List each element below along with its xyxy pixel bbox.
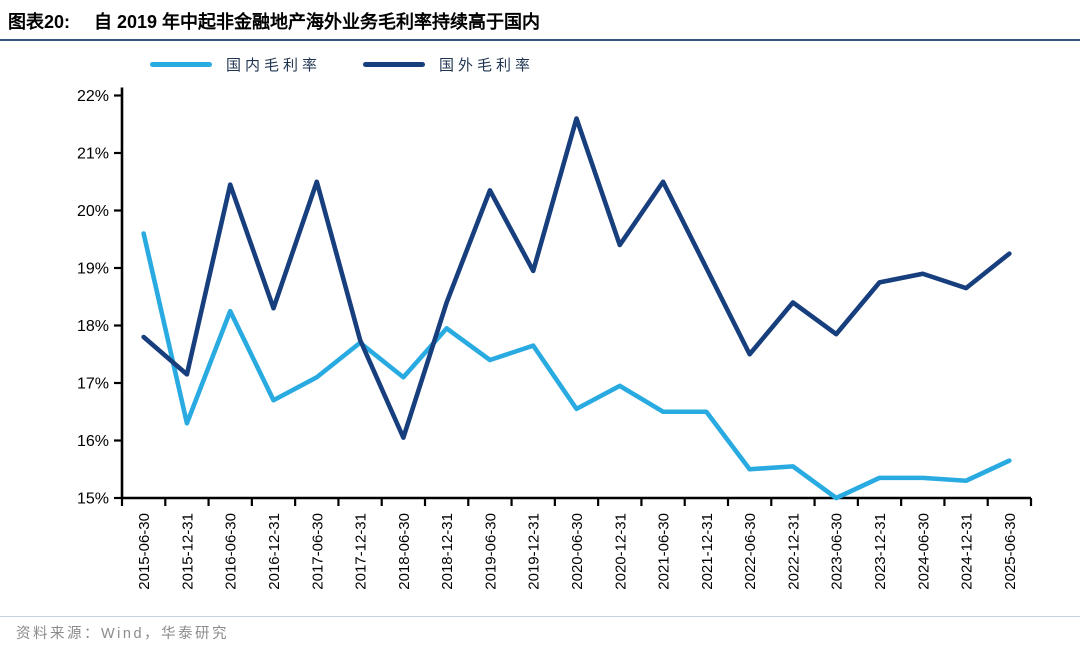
figure-title: 自 2019 年中起非金融地产海外业务毛利率持续高于国内: [94, 12, 541, 32]
legend-item-1: 国外毛利率: [363, 54, 534, 75]
x-label-4: 2017-06-30: [309, 513, 326, 590]
legend-swatch-1: [363, 62, 426, 67]
x-label-5: 2017-12-31: [353, 513, 370, 590]
y-tick-label-1: 16%: [77, 433, 109, 450]
x-label-15: 2022-12-31: [785, 513, 802, 590]
y-tick-label-0: 15%: [77, 491, 109, 508]
y-tick-label-2: 17%: [77, 376, 109, 393]
source-note: 资料来源：Wind，华泰研究: [16, 626, 230, 642]
y-tick-label-5: 20%: [77, 203, 109, 220]
series-line-0: [141, 231, 1012, 501]
x-label-13: 2021-12-31: [699, 513, 716, 590]
x-label-1: 2015-12-31: [179, 513, 196, 590]
x-label-0: 2015-06-30: [136, 513, 153, 590]
footer-divider: [0, 616, 1080, 617]
x-label-10: 2020-06-30: [569, 513, 586, 590]
y-tick-label-7: 22%: [77, 88, 109, 105]
legend-label-0: 国内毛利率: [226, 57, 322, 74]
x-label-14: 2022-06-30: [742, 513, 759, 590]
x-label-18: 2024-06-30: [915, 513, 932, 590]
series-line-1: [141, 116, 1012, 440]
x-label-11: 2020-12-31: [612, 513, 629, 590]
legend: 国内毛利率 国外毛利率: [150, 54, 576, 75]
legend-swatch-0: [150, 62, 212, 67]
title-divider: [0, 39, 1080, 41]
y-tick-label-4: 19%: [77, 261, 109, 278]
x-label-9: 2019-12-31: [526, 513, 543, 590]
x-label-7: 2018-12-31: [439, 513, 456, 590]
x-label-8: 2019-06-30: [482, 513, 499, 590]
x-label-12: 2021-06-30: [656, 513, 673, 590]
x-label-20: 2025-06-30: [1002, 513, 1019, 590]
legend-item-0: 国内毛利率: [150, 54, 321, 75]
x-label-16: 2023-06-30: [829, 513, 846, 590]
figure-header: 图表20: 自 2019 年中起非金融地产海外业务毛利率持续高于国内: [8, 8, 1072, 34]
y-tick-label-3: 18%: [77, 318, 109, 335]
x-label-3: 2016-12-31: [266, 513, 283, 590]
x-label-6: 2018-06-30: [396, 513, 413, 590]
figure-label: 图表20:: [8, 12, 71, 32]
x-label-19: 2024-12-31: [959, 513, 976, 590]
legend-label-1: 国外毛利率: [439, 57, 535, 74]
x-label-2: 2016-06-30: [223, 513, 240, 590]
x-label-17: 2023-12-31: [872, 513, 889, 590]
y-tick-label-6: 21%: [77, 146, 109, 163]
